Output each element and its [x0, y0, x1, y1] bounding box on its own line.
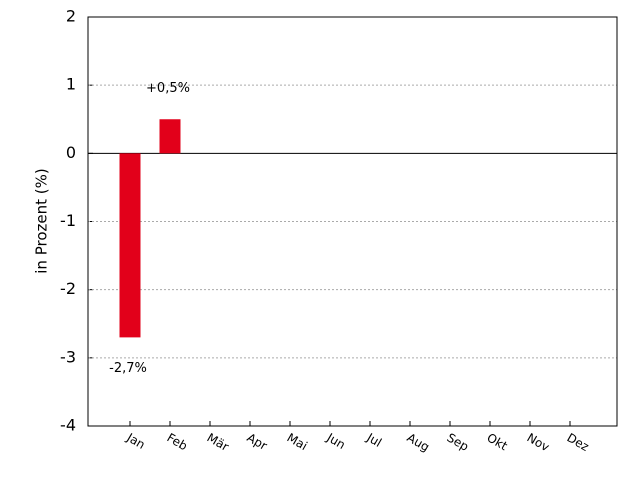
y-tick-label: -1: [60, 211, 76, 230]
bar: [119, 153, 141, 338]
bar: [159, 119, 181, 154]
x-tick-label: Apr: [245, 430, 270, 453]
y-tick-label: 0: [66, 143, 76, 162]
x-tick-label: Sep: [445, 430, 472, 453]
x-tick-label: Jun: [324, 430, 348, 452]
x-tick-label: Mai: [285, 430, 310, 453]
y-tick-label: 2: [66, 7, 76, 26]
x-tick-label: Feb: [165, 430, 190, 453]
y-tick-label: -3: [60, 347, 76, 366]
y-tick-label: -4: [60, 416, 76, 435]
value-label: -2,7%: [109, 361, 147, 376]
x-tick-label: Dez: [565, 430, 592, 454]
y-tick-label: 1: [66, 75, 76, 94]
value-label: +0,5%: [146, 81, 190, 96]
x-tick-label: Jul: [364, 430, 384, 450]
y-axis-label: in Prozent (%): [33, 168, 51, 273]
x-tick-label: Nov: [525, 430, 552, 454]
x-tick-label: Mär: [205, 430, 232, 453]
x-tick-label: Jan: [124, 430, 148, 452]
y-tick-label: -2: [60, 279, 76, 298]
x-tick-label: Aug: [405, 430, 432, 454]
plot-frame: [87, 16, 618, 427]
x-tick-label: Okt: [485, 430, 511, 453]
